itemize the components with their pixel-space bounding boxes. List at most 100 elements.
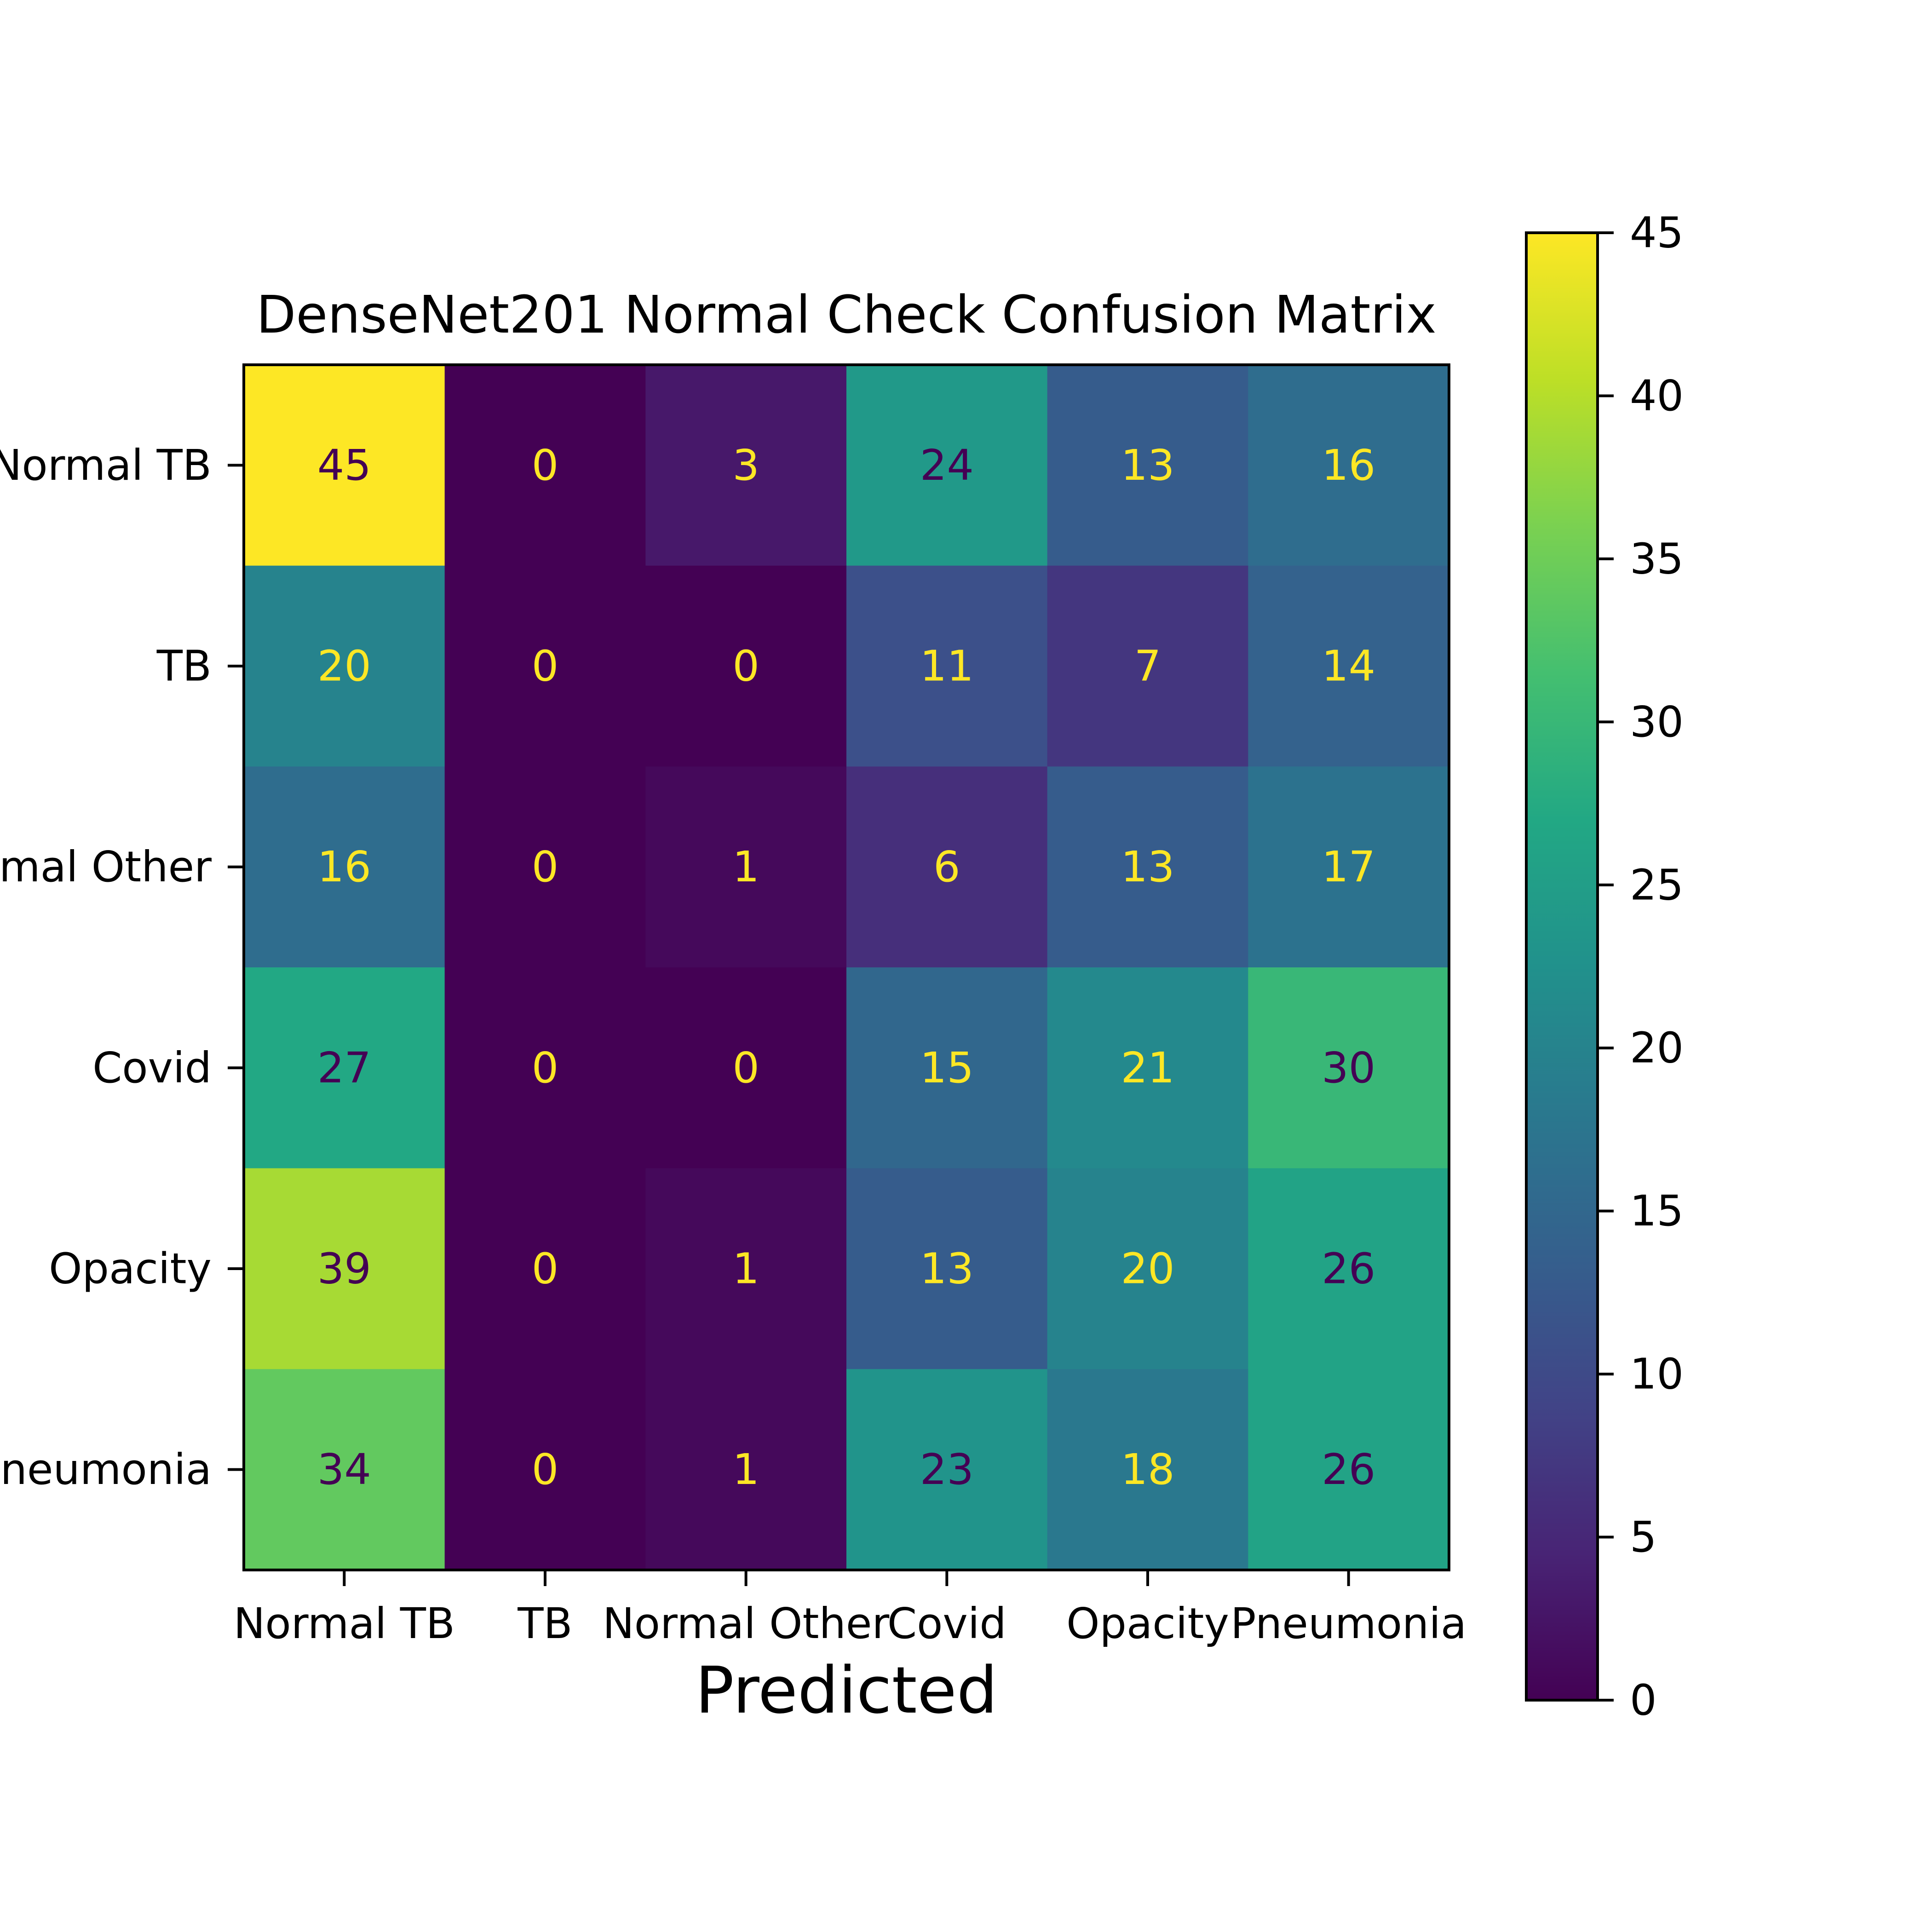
heatmap-cell (1248, 766, 1449, 968)
heatmap-cell (444, 766, 646, 968)
heatmap-cell (1248, 1168, 1449, 1369)
cell-value-label: 6 (933, 842, 960, 891)
cell-value-label: 0 (732, 642, 759, 691)
heatmap-cell (1047, 1168, 1248, 1369)
cell-value-label: 0 (532, 1445, 559, 1494)
cell-value-label: 1 (732, 842, 759, 891)
heatmap-cell (1248, 1369, 1449, 1570)
colorbar-tick-label: 10 (1630, 1350, 1684, 1399)
heatmap-cell (244, 1369, 445, 1570)
y-tick-label: Normal TB (0, 441, 212, 490)
heatmap-cell (444, 1168, 646, 1369)
heatmap-cell (645, 967, 847, 1169)
cell-value-label: 24 (920, 441, 974, 490)
cell-value-label: 13 (920, 1244, 974, 1294)
cell-value-label: 17 (1322, 842, 1375, 891)
heatmap-cell (444, 1369, 646, 1570)
cell-value-label: 0 (732, 1043, 759, 1092)
colorbar-tick-label: 45 (1630, 208, 1684, 258)
cell-value-label: 21 (1121, 1043, 1174, 1092)
cell-value-label: 13 (1121, 441, 1174, 490)
heatmap-cell (244, 565, 445, 767)
cell-value-label: 0 (532, 1043, 559, 1092)
cell-value-label: 11 (920, 642, 974, 691)
cell-value-label: 23 (920, 1445, 974, 1494)
x-tick-label: Normal TB (234, 1599, 455, 1648)
heatmap-cell (1047, 766, 1248, 968)
heatmap-cell (645, 1168, 847, 1369)
colorbar-tick-label: 20 (1630, 1024, 1684, 1073)
y-tick-label: Opacity (49, 1244, 212, 1294)
y-tick-label: Normal Other (0, 842, 212, 891)
cell-value-label: 0 (532, 1244, 559, 1294)
colorbar-tick-label: 35 (1630, 534, 1684, 583)
cell-value-label: 34 (317, 1445, 371, 1494)
heatmap-cell (645, 1369, 847, 1570)
heatmap-cell (846, 766, 1048, 968)
cell-value-label: 0 (532, 842, 559, 891)
heatmap-cell (244, 766, 445, 968)
heatmap-cell (1047, 565, 1248, 767)
heatmap-cell (1248, 967, 1449, 1169)
heatmap-cell (444, 565, 646, 767)
cell-value-label: 3 (732, 441, 759, 490)
heatmap-cell (645, 365, 847, 566)
heatmap-cell (846, 565, 1048, 767)
cell-value-label: 0 (532, 642, 559, 691)
cell-value-label: 26 (1322, 1445, 1375, 1494)
colorbar-tick-label: 5 (1630, 1512, 1657, 1562)
heatmap-cell (1047, 365, 1248, 566)
cell-value-label: 26 (1322, 1244, 1375, 1294)
cell-value-label: 14 (1322, 642, 1375, 691)
colorbar-tick-label: 15 (1630, 1186, 1684, 1236)
colorbar-ticks: 0 5 10 15 20 25 30 35 40 45 (1598, 208, 1684, 1725)
cell-value-label: 13 (1121, 842, 1174, 891)
heatmap-cell (1047, 1369, 1248, 1570)
y-tick-label: TB (156, 642, 212, 691)
cell-value-label: 1 (732, 1244, 759, 1294)
colorbar (1525, 231, 1599, 1702)
x-tick-label: TB (517, 1599, 572, 1648)
colorbar-tick-label: 30 (1630, 697, 1684, 747)
heatmap-cell (244, 365, 445, 566)
y-tick-label: Covid (92, 1043, 212, 1092)
heatmap-cell (846, 1369, 1048, 1570)
x-axis-label: Predicted (695, 1653, 997, 1728)
cell-value-label: 30 (1322, 1043, 1375, 1092)
cell-value-label: 27 (317, 1043, 371, 1092)
chart-title: DenseNet201 Normal Check Confusion Matri… (256, 285, 1437, 345)
x-tick-label: Covid (887, 1599, 1006, 1648)
heatmap-cell (444, 967, 646, 1169)
cell-value-label: 1 (732, 1445, 759, 1494)
heatmap-cell (1248, 365, 1449, 566)
cell-value-label: 0 (532, 441, 559, 490)
colorbar-tick-label: 25 (1630, 860, 1684, 909)
heatmap-cell (244, 967, 445, 1169)
cell-value-label: 7 (1134, 642, 1162, 691)
cell-value-label: 18 (1121, 1445, 1174, 1494)
x-tick-label: Opacity (1066, 1599, 1229, 1648)
cell-value-label: 45 (317, 441, 371, 490)
heatmap-cells (244, 365, 1449, 1570)
heatmap-cell (846, 365, 1048, 566)
y-tick-label: Pneumonia (0, 1445, 212, 1494)
cell-value-label: 20 (317, 642, 371, 691)
colorbar-tick-label: 0 (1630, 1676, 1657, 1725)
heatmap-cell (1047, 967, 1248, 1169)
x-tick-label: Pneumonia (1230, 1599, 1466, 1648)
heatmap-cell (1248, 565, 1449, 767)
cell-value-label: 16 (1322, 441, 1375, 490)
heatmap-cell (444, 365, 646, 566)
colorbar-tick-label: 40 (1630, 371, 1684, 420)
heatmap-cell (645, 565, 847, 767)
heatmap-cell (645, 766, 847, 968)
cell-value-label: 39 (317, 1244, 371, 1294)
cell-value-label: 20 (1121, 1244, 1174, 1294)
y-axis-ticks: Normal TB TB Normal Other Covid Opacity Pneum… (0, 441, 244, 1494)
plot-frame (242, 363, 1450, 1571)
x-tick-label: Normal Other (603, 1599, 890, 1648)
heatmap-cell (846, 967, 1048, 1169)
